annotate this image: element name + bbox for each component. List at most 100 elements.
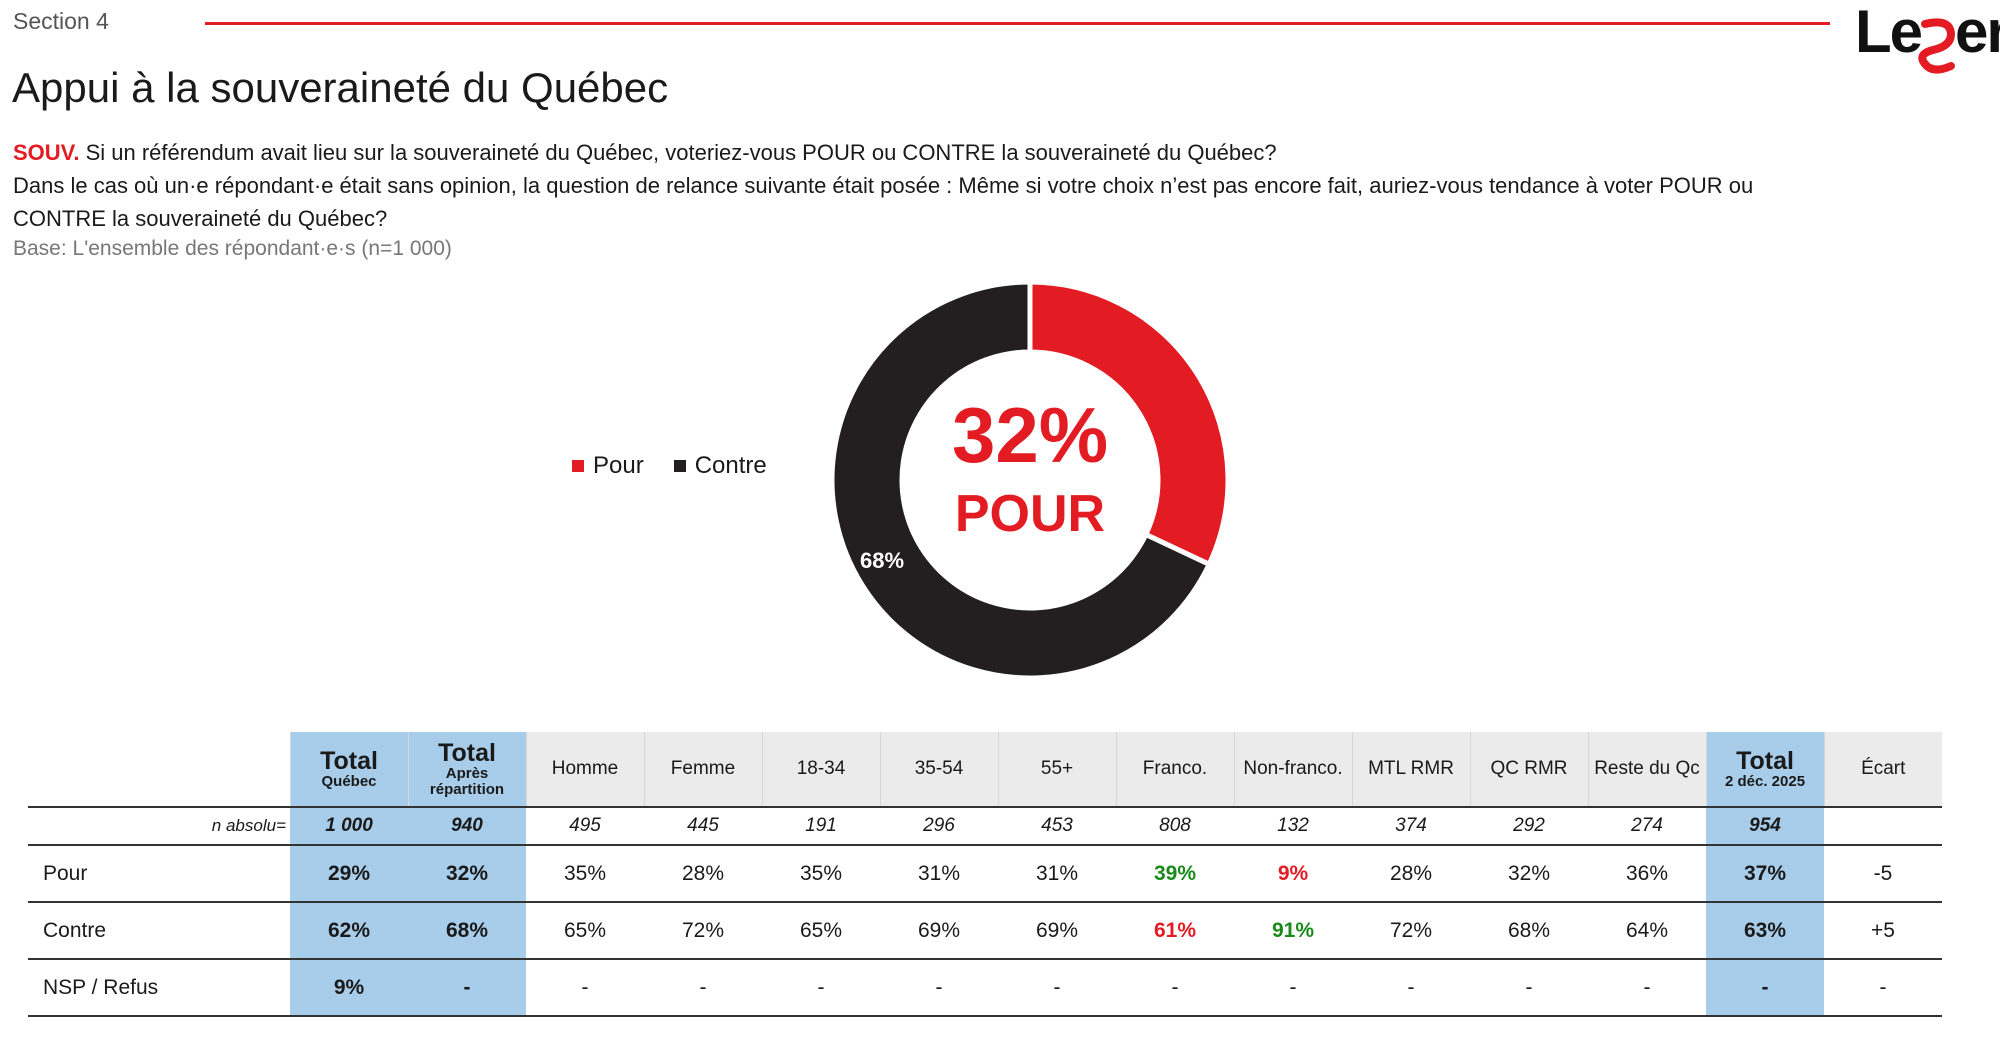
- table-cell: -: [1588, 959, 1706, 1017]
- table-cell: 36%: [1588, 845, 1706, 903]
- leger-logo: Le er: [1855, 0, 2000, 80]
- table-cell: 445: [644, 806, 762, 846]
- table-cell: -: [998, 959, 1116, 1017]
- table-cell: 292: [1470, 806, 1588, 846]
- header-total-apres-big: Total: [438, 739, 496, 767]
- table-cell: 29%: [290, 845, 408, 903]
- row-label-nsp: NSP / Refus: [28, 959, 290, 1017]
- table-cell: 28%: [644, 845, 762, 903]
- question-text: SOUV. Si un référendum avait lieu sur la…: [13, 136, 1843, 235]
- results-table: Total Québec Total Après répartition Hom…: [28, 732, 1942, 1017]
- header-qc-rmr: QC RMR: [1469, 732, 1588, 807]
- header-55-plus: 55+: [997, 732, 1116, 807]
- table-cell: 65%: [526, 902, 644, 960]
- legend-label-contre: Contre: [694, 452, 767, 479]
- header-total-apres: Total Après répartition: [407, 732, 526, 807]
- table-cell: 35%: [526, 845, 644, 903]
- header-total-quebec-small: Québec: [321, 773, 377, 790]
- table-cell: 68%: [408, 902, 526, 960]
- table-cell: 69%: [880, 902, 998, 960]
- header-total-quebec: Total Québec: [289, 732, 408, 807]
- table-cell: 374: [1352, 806, 1470, 846]
- header-femme: Femme: [643, 732, 762, 807]
- table-cell: 296: [880, 806, 998, 846]
- chart-legend: Pour Contre: [572, 452, 767, 480]
- table-cell: -: [1706, 959, 1824, 1017]
- table-cell: 191: [762, 806, 880, 846]
- donut-chart: 32% POUR 68%: [820, 270, 1240, 690]
- donut-slice-pour: [1027, 279, 1231, 568]
- table-row-contre: Contre 62% 68% 65% 72% 65% 69% 69% 61% 9…: [28, 902, 1942, 960]
- header-non-franco: Non-franco.: [1233, 732, 1352, 807]
- table-cell: 28%: [1352, 845, 1470, 903]
- table-cell: 954: [1706, 806, 1824, 846]
- table-cell: 64%: [1588, 902, 1706, 960]
- table-cell: 274: [1588, 806, 1706, 846]
- donut-slice-contre: [829, 279, 1213, 681]
- svg-text:er: er: [1955, 0, 2000, 65]
- table-cell-significant-high: 91%: [1234, 902, 1352, 960]
- legend-item-pour: Pour: [572, 452, 644, 480]
- question-code: SOUV.: [13, 140, 80, 165]
- table-cell: -: [1116, 959, 1234, 1017]
- header-total-dec-small: 2 déc. 2025: [1724, 773, 1806, 790]
- table-cell: -: [1234, 959, 1352, 1017]
- table-cell: 62%: [290, 902, 408, 960]
- center-label: POUR: [954, 485, 1106, 543]
- header-total-apres-small: Après répartition: [429, 765, 505, 798]
- table-cell: 72%: [1352, 902, 1470, 960]
- table-cell: 37%: [1706, 845, 1824, 903]
- table-cell: 72%: [644, 902, 762, 960]
- table-cell: -: [762, 959, 880, 1017]
- legend-label-pour: Pour: [593, 452, 644, 479]
- table-cell: -: [408, 959, 526, 1017]
- legend-item-contre: Contre: [673, 452, 767, 480]
- table-cell: 453: [998, 806, 1116, 846]
- table-cell: 31%: [880, 845, 998, 903]
- legend-swatch-contre: [673, 460, 686, 472]
- header-reste-qc: Reste du Qc: [1587, 732, 1706, 807]
- table-cell-significant-low: 9%: [1234, 845, 1352, 903]
- header-rule: [205, 22, 1830, 25]
- table-row-pour: Pour 29% 32% 35% 28% 35% 31% 31% 39% 9% …: [28, 845, 1942, 903]
- base-note: Base: L'ensemble des répondant·e·s (n=1 …: [13, 237, 452, 260]
- table-header-row: Total Québec Total Après répartition Hom…: [28, 732, 1942, 807]
- table-cell: 940: [408, 806, 526, 846]
- table-cell: -: [1352, 959, 1470, 1017]
- header-homme: Homme: [525, 732, 644, 807]
- header-total-dec: Total 2 déc. 2025: [1705, 732, 1824, 807]
- table-cell: -: [880, 959, 998, 1017]
- question-line-2: Dans le cas où un·e répondant·e était sa…: [13, 173, 1754, 231]
- table-cell: 32%: [1470, 845, 1588, 903]
- header-mtl-rmr: MTL RMR: [1351, 732, 1470, 807]
- n-absolu-row: n absolu= 1 000 940 495 445 191 296 453 …: [28, 806, 1942, 846]
- table-cell: 495: [526, 806, 644, 846]
- section-label: Section 4: [13, 8, 109, 34]
- header-ecart: Écart: [1823, 732, 1942, 807]
- table-cell: +5: [1824, 902, 1942, 960]
- legend-swatch-pour: [572, 460, 584, 472]
- table-cell: -: [1470, 959, 1588, 1017]
- table-cell: 32%: [408, 845, 526, 903]
- table-cell: 9%: [290, 959, 408, 1017]
- table-cell: 63%: [1706, 902, 1824, 960]
- donut-svg: [829, 279, 1231, 681]
- header-18-34: 18-34: [761, 732, 880, 807]
- svg-text:Le: Le: [1855, 0, 1922, 65]
- table-row-nsp: NSP / Refus 9% - - - - - - - - - - - - -: [28, 959, 1942, 1017]
- table-cell-significant-low: 61%: [1116, 902, 1234, 960]
- slice-label-contre: 68%: [860, 548, 905, 573]
- table-cell: [1824, 806, 1942, 846]
- table-cell: 35%: [762, 845, 880, 903]
- table-cell: 65%: [762, 902, 880, 960]
- header-blank: [28, 732, 290, 807]
- table-cell-significant-high: 39%: [1116, 845, 1234, 903]
- table-cell: 132: [1234, 806, 1352, 846]
- page-title: Appui à la souveraineté du Québec: [12, 64, 669, 111]
- question-line-1: Si un référendum avait lieu sur la souve…: [79, 140, 1277, 165]
- table-cell: -5: [1824, 845, 1942, 903]
- header-total-quebec-big: Total: [320, 747, 378, 775]
- table-cell: -: [526, 959, 644, 1017]
- table-cell: 68%: [1470, 902, 1588, 960]
- row-label-contre: Contre: [28, 902, 290, 960]
